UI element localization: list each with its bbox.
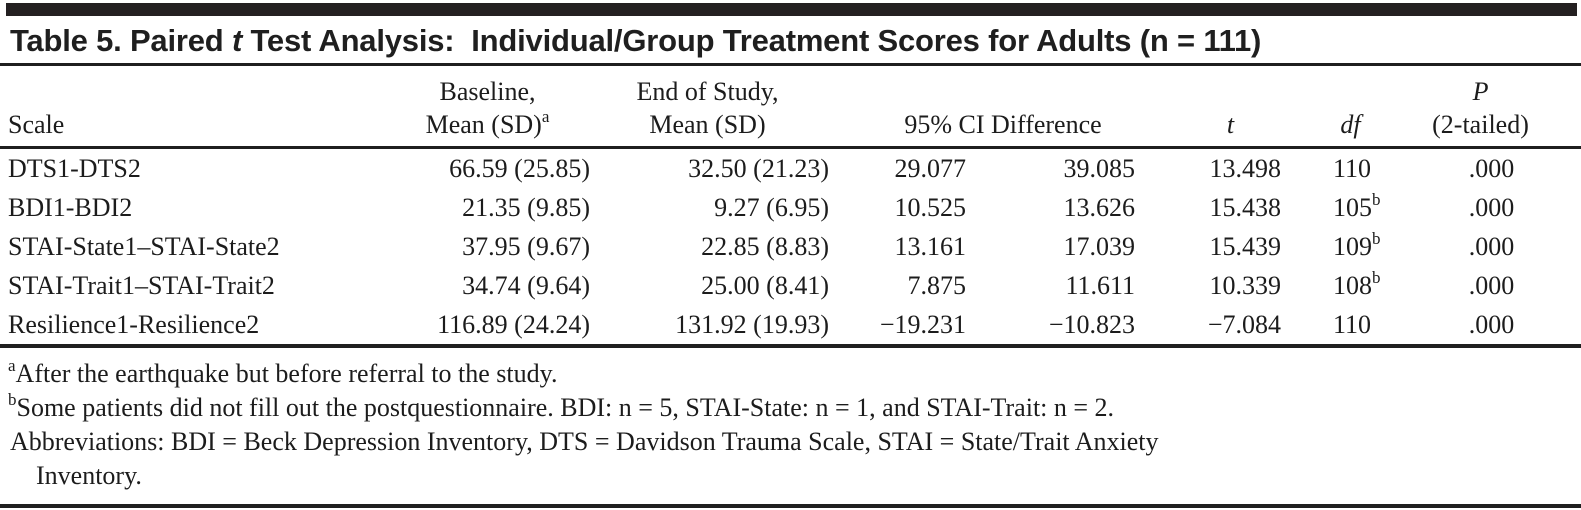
cell-ci-low: 29.077	[894, 153, 967, 183]
cell-p: .000	[1380, 304, 1581, 348]
footnote-b: bSome patients did not fill out the post…	[8, 389, 1115, 422]
footnote-a-marker: a	[541, 106, 550, 126]
bottom-rule	[0, 503, 1581, 508]
cell-baseline: 116.89 (24.24)	[398, 304, 595, 348]
cell-t: 13.498	[1209, 153, 1282, 183]
cell-baseline: 66.59 (25.85)	[449, 153, 590, 183]
cell-scale: BDI1-BDI2	[8, 192, 133, 222]
header-ci-difference: 95% CI Difference	[832, 66, 1139, 149]
table-row: STAI-State1–STAI-State2 37.95 (9.67) 22.…	[0, 227, 1581, 266]
cell-p: .000	[1468, 192, 1515, 222]
table-header: Scale Baseline, Mean (SD)a End of Study, M…	[0, 66, 1581, 149]
cell-t: 15.438	[1209, 192, 1282, 222]
footnote-abbreviations-continued: Inventory.	[36, 460, 142, 490]
cell-end-of-study: 32.50 (21.23)	[688, 153, 829, 183]
cell-scale: STAI-Trait1–STAI-Trait2	[8, 270, 275, 300]
cell-t: 15.439	[1209, 231, 1282, 261]
table-body: DTS1-DTS2 66.59 (25.85) 32.50 (21.23) 29…	[0, 147, 1581, 348]
paired-t-test-table: Scale Baseline, Mean (SD)a End of Study, M…	[0, 66, 1581, 348]
table-row: DTS1-DTS2 66.59 (25.85) 32.50 (21.23) 29…	[0, 147, 1581, 188]
cell-end-of-study: 22.85 (8.83)	[701, 231, 829, 261]
table-title-post: Test Analysis: Individual/Group Treatmen…	[242, 23, 1262, 58]
cell-scale: STAI-State1–STAI-State2	[8, 231, 280, 261]
table-row: STAI-Trait1–STAI-Trait2 34.74 (9.64) 25.…	[0, 266, 1581, 305]
header-scale: Scale	[0, 66, 398, 149]
footnote-b-marker: b	[1372, 267, 1381, 287]
table-title: Table 5. Paired t Test Analysis: Individ…	[0, 16, 1581, 63]
cell-df: 105b	[1333, 189, 1381, 222]
cell-ci-high: 11.611	[1065, 270, 1136, 300]
cell-ci-low: −19.231	[832, 304, 970, 348]
table-title-italic-t: t	[231, 23, 243, 58]
cell-ci-high: 17.039	[1063, 231, 1136, 261]
cell-ci-low: 13.161	[894, 231, 967, 261]
cell-scale: DTS1-DTS2	[8, 153, 141, 183]
cell-t: 10.339	[1209, 270, 1282, 300]
cell-df: 108b	[1333, 267, 1381, 300]
cell-df: 110	[1285, 304, 1381, 348]
table-row: BDI1-BDI2 21.35 (9.85) 9.27 (6.95) 10.52…	[0, 188, 1581, 227]
footnote-b-marker: b	[8, 389, 17, 409]
footnote-abbreviations: Abbreviations: BDI = Beck Depression Inv…	[10, 426, 1159, 456]
cell-ci-low: 10.525	[894, 192, 967, 222]
cell-p: .000	[1468, 231, 1515, 261]
header-baseline: Baseline, Mean (SD)a	[398, 66, 595, 149]
cell-p: .000	[1468, 270, 1515, 300]
header-df: df	[1285, 66, 1381, 149]
table-title-pre: Table 5. Paired	[10, 23, 232, 58]
header-end-of-study: End of Study, Mean (SD)	[595, 66, 832, 149]
footnote-a: aAfter the earthquake but before referra…	[8, 355, 558, 388]
cell-ci-high: −10.823	[970, 304, 1139, 348]
header-t: t	[1138, 66, 1286, 149]
cell-end-of-study: 9.27 (6.95)	[714, 192, 829, 222]
cell-ci-high: 13.626	[1063, 192, 1136, 222]
cell-t: −7.084	[1138, 304, 1286, 348]
cell-scale: Resilience1-Resilience2	[0, 304, 398, 348]
table-footnotes: aAfter the earthquake but before referra…	[0, 348, 1581, 498]
cell-df: 110	[1333, 153, 1372, 183]
cell-ci-low: 7.875	[907, 270, 967, 300]
table-row: Resilience1-Resilience2 116.89 (24.24) 1…	[0, 304, 1581, 348]
cell-end-of-study: 131.92 (19.93)	[595, 304, 832, 348]
title-underline-rule	[0, 63, 1581, 66]
cell-baseline: 37.95 (9.67)	[462, 231, 590, 261]
footnote-b-marker: b	[1372, 189, 1381, 209]
footnote-b-marker: b	[1372, 228, 1381, 248]
cell-baseline: 21.35 (9.85)	[462, 192, 590, 222]
cell-p: .000	[1468, 153, 1515, 183]
header-p-2-tailed: P (2-tailed)	[1380, 66, 1581, 149]
cell-df: 109b	[1333, 228, 1381, 261]
footnote-a-marker: a	[8, 355, 16, 375]
cell-baseline: 34.74 (9.64)	[462, 270, 590, 300]
cell-ci-high: 39.085	[1063, 153, 1136, 183]
table-top-bar	[6, 3, 1577, 16]
cell-end-of-study: 25.00 (8.41)	[701, 270, 829, 300]
